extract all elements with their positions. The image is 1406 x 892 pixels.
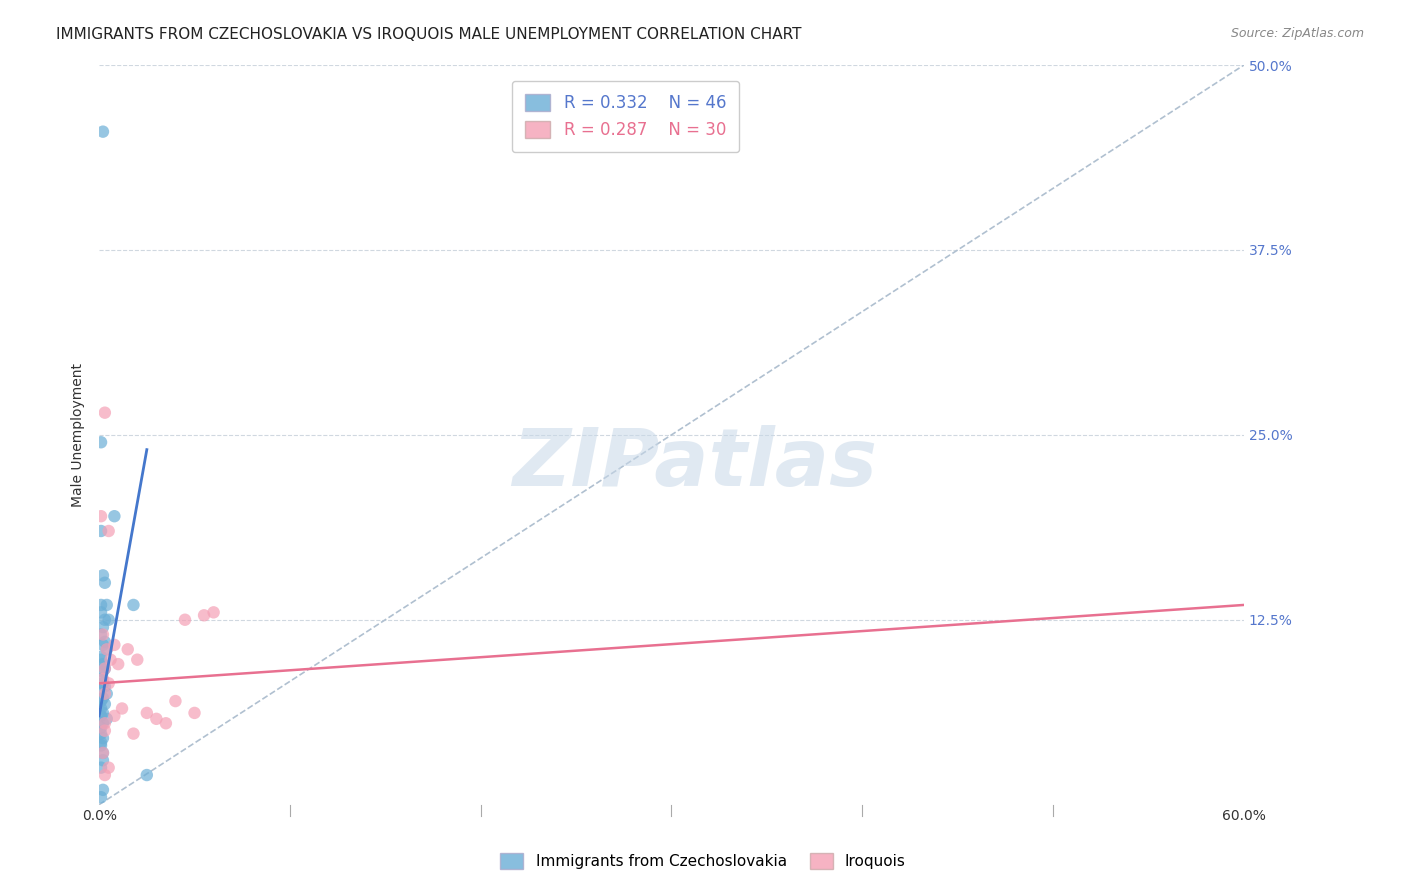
Point [127, 653, 149, 667]
Y-axis label: Male Unemployment: Male Unemployment [72, 363, 86, 507]
Point [183, 706, 205, 720]
Point [107, 657, 129, 672]
Point [96, 687, 118, 701]
Text: IMMIGRANTS FROM CZECHOSLOVAKIA VS IROQUOIS MALE UNEMPLOYMENT CORRELATION CHART: IMMIGRANTS FROM CZECHOSLOVAKIA VS IROQUO… [56, 27, 801, 42]
Point [90, 605, 112, 619]
Point [90, 509, 112, 524]
Point [94, 661, 117, 675]
Point [90, 709, 112, 723]
Point [96, 642, 118, 657]
Point [193, 608, 215, 623]
Point [91, 706, 114, 720]
Point [91, 638, 114, 652]
Point [96, 642, 118, 657]
Point [94, 768, 117, 782]
Point [91, 746, 114, 760]
Point [91, 620, 114, 634]
Point [90, 672, 112, 686]
Point [97, 676, 120, 690]
Point [91, 746, 114, 760]
Point [94, 575, 117, 590]
Point [145, 712, 167, 726]
Point [122, 726, 145, 740]
Point [90, 721, 112, 735]
Text: ZIPatlas: ZIPatlas [512, 425, 877, 503]
Point [94, 716, 117, 731]
Point [94, 687, 117, 701]
Point [100, 653, 122, 667]
Point [96, 598, 118, 612]
Point [91, 665, 114, 679]
Point [94, 613, 117, 627]
Point [165, 694, 187, 708]
Point [91, 716, 114, 731]
Point [90, 524, 112, 538]
Text: Source: ZipAtlas.com: Source: ZipAtlas.com [1230, 27, 1364, 40]
Point [91, 672, 114, 686]
Point [94, 697, 117, 711]
Point [91, 125, 114, 139]
Point [202, 605, 225, 619]
Point [117, 642, 139, 657]
Point [94, 661, 117, 675]
Point [94, 406, 117, 420]
Point [90, 761, 112, 775]
Point [135, 768, 157, 782]
Point [90, 694, 112, 708]
Point [90, 726, 112, 740]
Point [91, 691, 114, 706]
Point [90, 682, 112, 697]
Point [90, 627, 112, 641]
Point [111, 701, 134, 715]
Point [91, 731, 114, 745]
Point [174, 613, 197, 627]
Point [91, 568, 114, 582]
Point [103, 709, 125, 723]
Point [90, 739, 112, 753]
Point [90, 435, 112, 450]
Point [91, 782, 114, 797]
Point [122, 598, 145, 612]
Point [155, 716, 177, 731]
Point [103, 638, 125, 652]
Legend: Immigrants from Czechoslovakia, Iroquois: Immigrants from Czechoslovakia, Iroquois [495, 847, 911, 875]
Point [90, 735, 112, 749]
Point [90, 701, 112, 715]
Point [91, 676, 114, 690]
Point [90, 649, 112, 664]
Point [90, 653, 112, 667]
Point [90, 598, 112, 612]
Point [96, 712, 118, 726]
Point [91, 657, 114, 672]
Point [135, 706, 157, 720]
Point [94, 679, 117, 693]
Point [97, 761, 120, 775]
Point [103, 509, 125, 524]
Point [91, 627, 114, 641]
Point [97, 613, 120, 627]
Point [94, 723, 117, 738]
Legend: R = 0.332    N = 46, R = 0.287    N = 30: R = 0.332 N = 46, R = 0.287 N = 30 [512, 81, 740, 153]
Point [90, 790, 112, 805]
Point [91, 753, 114, 767]
Point [97, 524, 120, 538]
Point [94, 635, 117, 649]
